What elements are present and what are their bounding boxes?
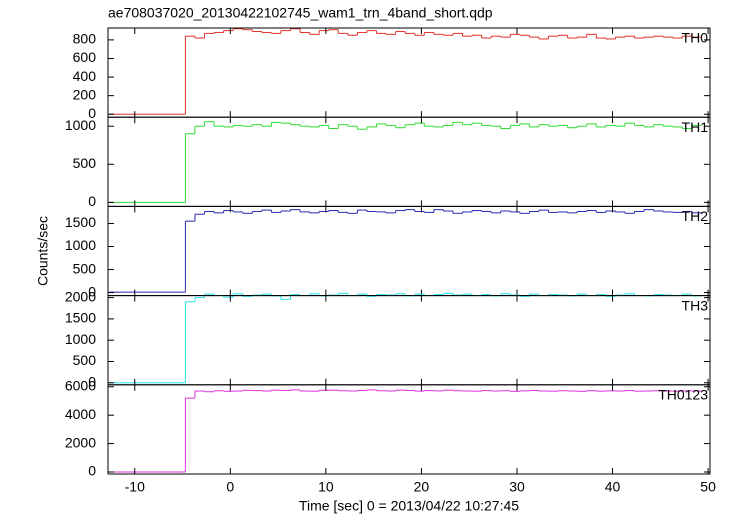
x-tick-label: -10 — [125, 479, 145, 495]
y-tick-label: 0 — [88, 374, 96, 390]
y-tick-label: 800 — [73, 31, 97, 47]
y-tick-label: 2000 — [65, 434, 96, 450]
y-tick-label: 600 — [73, 49, 97, 65]
y-tick-label: 0 — [88, 463, 96, 479]
x-tick-label: 10 — [318, 479, 334, 495]
x-tick-label: 50 — [700, 479, 716, 495]
panel-label: TH2 — [682, 208, 709, 224]
x-tick-label: 0 — [226, 479, 234, 495]
y-axis-label: Counts/sec — [35, 216, 51, 286]
y-tick-label: 500 — [73, 352, 97, 368]
panel-frame — [107, 116, 711, 207]
panel-frame — [107, 384, 711, 475]
x-tick-label: 20 — [414, 479, 430, 495]
panel-label: TH0 — [682, 30, 709, 46]
y-tick-label: 6000 — [65, 377, 96, 393]
x-tick-label: 30 — [509, 479, 525, 495]
panel-label: TH1 — [682, 119, 709, 135]
y-tick-label: 1000 — [65, 331, 96, 347]
panel-label: TH3 — [682, 297, 709, 313]
y-tick-label: 400 — [73, 68, 97, 84]
panel-label: TH0123 — [658, 387, 708, 403]
panel-frame — [107, 27, 711, 118]
x-tick-label: 40 — [605, 479, 621, 495]
y-tick-label: 1500 — [65, 214, 96, 230]
y-tick-label: 0 — [88, 283, 96, 299]
y-tick-label: 200 — [73, 86, 97, 102]
y-tick-label: 1000 — [65, 237, 96, 253]
y-tick-label: 4000 — [65, 406, 96, 422]
y-tick-label: 500 — [73, 155, 97, 171]
y-tick-label: 2000 — [65, 288, 96, 304]
panel-frame — [107, 205, 711, 297]
x-axis-label: Time [sec] 0 = 2013/04/22 10:27:45 — [299, 498, 519, 514]
chart-title: ae708037020_20130422102745_wam1_trn_4ban… — [108, 5, 493, 21]
panel-frame — [107, 295, 711, 386]
y-tick-label: 1000 — [65, 117, 96, 133]
y-tick-label: 0 — [88, 105, 96, 121]
y-tick-label: 0 — [88, 193, 96, 209]
y-tick-label: 1500 — [65, 310, 96, 326]
y-tick-label: 500 — [73, 260, 97, 276]
